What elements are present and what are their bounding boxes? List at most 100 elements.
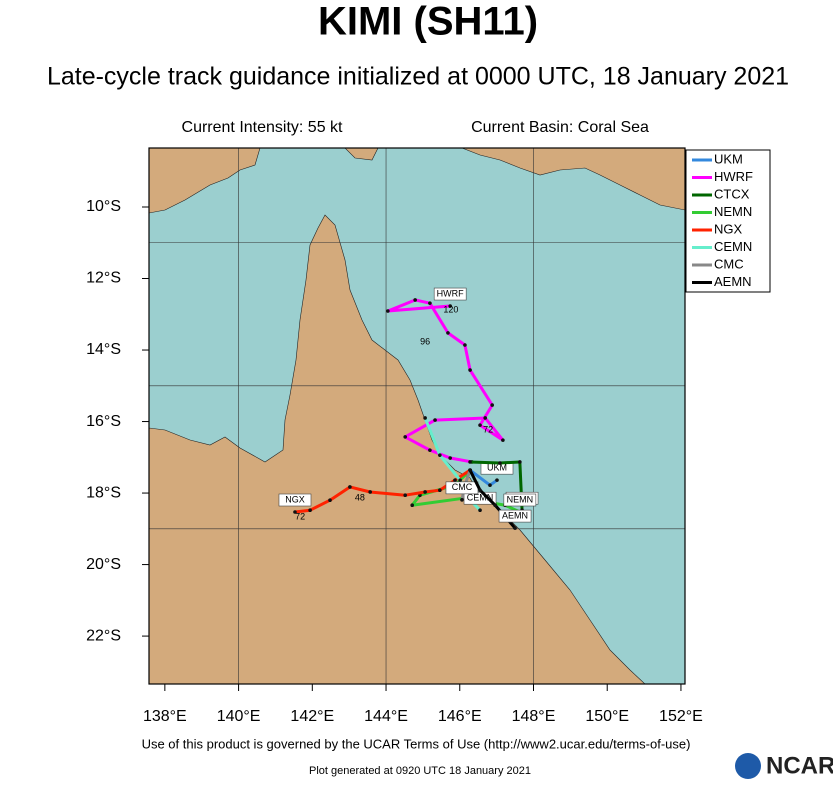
track-point <box>483 416 487 420</box>
track-point <box>448 304 452 308</box>
track-point <box>513 526 517 530</box>
generated: Plot generated at 0920 UTC 18 January 20… <box>309 765 531 777</box>
y-tick-label: 18°S <box>86 484 121 501</box>
track-point <box>348 485 352 489</box>
track-point <box>446 331 450 335</box>
track-point <box>410 503 415 508</box>
land-australia <box>149 214 646 684</box>
track-point <box>478 508 482 513</box>
land-png-west <box>344 148 379 161</box>
track-tag-label: NEMN <box>507 494 534 504</box>
x-tick-label: 140°E <box>217 708 261 725</box>
track-point <box>463 343 467 347</box>
legend-label: CMC <box>714 256 744 271</box>
track-tag-label: CEMN <box>467 493 494 503</box>
hour-label: 72 <box>295 511 305 521</box>
tracks: UKM1209672HWRFCTCXNEMN7248NGXCEMNCMCAEMN <box>278 287 539 530</box>
track-point <box>423 490 427 494</box>
legend-label: AEMN <box>714 274 752 289</box>
track-point <box>448 456 452 460</box>
hour-label: 48 <box>355 492 365 502</box>
track-point <box>468 460 472 464</box>
track-tag-label: HWRF <box>437 288 464 298</box>
track-point <box>495 478 499 482</box>
track-point <box>478 423 482 427</box>
track-point <box>498 461 502 465</box>
track-point <box>468 468 472 472</box>
track-point <box>453 478 457 482</box>
x-tick-label: 152°E <box>659 708 703 725</box>
current-intensity: Current Intensity: 55 kt <box>182 119 344 136</box>
track-point <box>460 498 464 502</box>
legend-label: HWRF <box>714 169 753 184</box>
legend-label: NEMN <box>714 204 752 219</box>
legend-box <box>685 149 771 293</box>
track-point <box>423 416 427 420</box>
track-tag: CMC <box>445 481 479 495</box>
track-point <box>493 503 497 508</box>
track-point <box>490 403 495 407</box>
hour-label: 120 <box>443 304 458 314</box>
legend-label: CTCX <box>714 186 750 201</box>
track-point <box>308 508 312 513</box>
y-tick-label: 22°S <box>86 627 121 644</box>
x-tick-label: 146°E <box>438 708 482 725</box>
y-tick-label: 20°S <box>86 556 121 573</box>
logo-mark <box>735 753 761 779</box>
map-frame <box>148 147 686 685</box>
logo-text: NCAR <box>766 752 833 779</box>
track-point <box>428 301 432 305</box>
grid <box>149 148 685 684</box>
x-tick-label: 138°E <box>143 708 187 725</box>
current-basin: Current Basin: Coral Sea <box>471 119 649 136</box>
track-tag: NGX <box>278 493 312 507</box>
x-tick-label: 150°E <box>585 708 629 725</box>
land-png <box>461 148 685 211</box>
track-tag: NEMN <box>503 493 537 507</box>
y-tick-label: 12°S <box>86 270 121 287</box>
y-tick-label: 16°S <box>86 413 121 430</box>
track-tag-box <box>503 493 537 507</box>
track-line <box>470 460 524 511</box>
footer: Use of this product is governed by the U… <box>142 736 691 751</box>
y-tick-label: 14°S <box>86 341 121 358</box>
track-tag: AEMN <box>498 509 532 523</box>
track-tag-box <box>498 509 532 523</box>
track-point <box>413 298 417 302</box>
x-tick-label: 144°E <box>364 708 408 725</box>
track-point <box>478 488 482 492</box>
track-tag-box <box>433 287 467 301</box>
track-point <box>501 438 505 442</box>
legend-label: UKM <box>714 151 743 166</box>
legend-label: CEMN <box>714 239 752 254</box>
hour-label: 96 <box>420 337 430 347</box>
track-tag-label: AEMN <box>502 510 528 520</box>
track-point <box>438 488 442 492</box>
track-point <box>518 460 522 464</box>
logo: NCAR <box>735 752 833 779</box>
track-tag-label: UKM <box>487 463 507 473</box>
track-point <box>468 368 472 372</box>
title: KIMI (SH11) <box>318 0 538 44</box>
track-point <box>488 483 492 487</box>
hour-label: 72 <box>483 424 493 434</box>
subtitle: Late-cycle track guidance initialized at… <box>47 63 789 91</box>
track-tag-label: CMC <box>452 482 473 492</box>
legend-label: NGX <box>714 221 743 236</box>
track-point <box>438 453 442 457</box>
track-point <box>428 448 432 452</box>
track-tag: HWRF <box>433 287 467 301</box>
axes: 138°E 140°E 142°E 144°E 146°E 148°E 150°E 152°E… <box>86 198 703 725</box>
land-northwest <box>149 148 261 214</box>
track-point <box>293 510 297 514</box>
track-point <box>368 490 372 494</box>
y-tick-label: 10°S <box>86 198 121 215</box>
track-point <box>403 435 408 439</box>
track-point <box>386 309 390 313</box>
track-point <box>433 418 437 422</box>
track-point <box>458 478 462 482</box>
track-tag-label: NGX <box>285 494 305 504</box>
track-line <box>386 298 505 464</box>
